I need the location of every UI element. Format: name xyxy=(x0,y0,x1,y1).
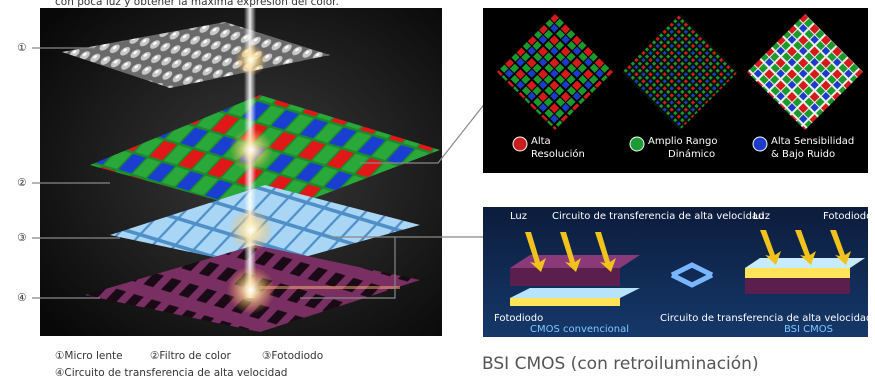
intro-text: con poca luz y obtener la máxima expresi… xyxy=(55,0,339,8)
glow xyxy=(229,208,273,252)
photodiode-block xyxy=(510,288,640,298)
caption: BSI CMOS (con retroiluminación) xyxy=(482,354,759,374)
callout-lines xyxy=(32,47,498,299)
light-arrows xyxy=(525,232,616,272)
callout: ③ xyxy=(17,232,26,244)
glow xyxy=(229,128,273,172)
compare-icon xyxy=(670,262,714,288)
feature-icon xyxy=(512,136,528,152)
photodiode-label: Fotodiodo xyxy=(494,313,543,324)
feature-label: Alta Sensibilidad xyxy=(771,136,854,147)
circuit-label: Circuito de transferencia de alta veloci… xyxy=(552,211,764,222)
circuit-block xyxy=(745,278,850,294)
light-label: Luz xyxy=(510,211,527,222)
legend-item: ③Fotodiodo xyxy=(262,350,323,362)
callout: ④ xyxy=(17,292,26,304)
bayer-pattern xyxy=(747,14,863,130)
bayer-pattern xyxy=(497,14,613,130)
callout: ② xyxy=(17,177,26,189)
photodiode-block xyxy=(510,298,620,306)
feature-label: Resolución xyxy=(531,148,585,160)
light-label: Luz xyxy=(753,211,770,222)
legend-item: ④Circuito de transferencia de alta veloc… xyxy=(55,367,287,379)
callout: ① xyxy=(17,42,26,54)
flare xyxy=(260,286,400,289)
circuit-block xyxy=(510,268,620,286)
legend-item: ②Filtro de color xyxy=(150,350,231,362)
panel-title: BSI CMOS xyxy=(784,324,833,335)
feature-label: & Bajo Ruido xyxy=(771,149,835,160)
feature-icon xyxy=(752,136,768,152)
legend-item: ①Micro lente xyxy=(55,350,123,362)
micro-lens-layer xyxy=(62,22,330,88)
glow xyxy=(227,266,275,314)
feature-label: Alta xyxy=(531,136,551,147)
light-arrows xyxy=(760,230,851,265)
glow xyxy=(235,44,267,76)
feature-icon xyxy=(629,136,645,152)
bayer-pattern xyxy=(622,14,738,130)
photodiode-label: Fotodiodo xyxy=(823,211,872,222)
photodiode-block xyxy=(745,268,850,278)
feature-label: Amplio Rango xyxy=(648,136,717,147)
panel-title: CMOS convencional xyxy=(530,324,629,335)
circuit-label: Circuito de transferencia de alta veloci… xyxy=(660,313,872,324)
feature-label: Dinámico xyxy=(668,148,715,160)
